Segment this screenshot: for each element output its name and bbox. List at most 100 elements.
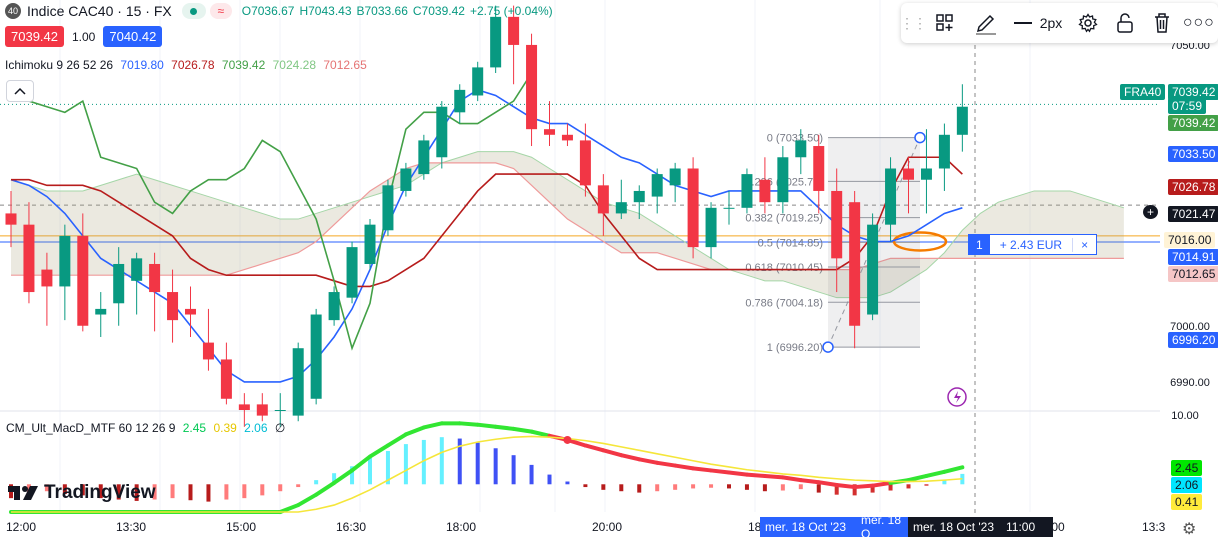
macd-histogram-bar [116, 484, 121, 500]
kijun-line [11, 156, 963, 288]
macd-histogram-bar [152, 484, 157, 500]
settings-icon[interactable] [1069, 3, 1107, 43]
fib-label: 0.382 (7019.25) [745, 213, 823, 225]
macd-line-segment [870, 480, 893, 488]
macd-histogram-bar [475, 442, 480, 485]
tradingview-logo[interactable]: TradingView [8, 482, 156, 504]
ohlc-high: H7043.43 [299, 4, 352, 18]
candle-body [687, 168, 699, 248]
macd-value: 2.45 [182, 421, 207, 435]
quantity-field[interactable]: 1.00 [72, 29, 96, 44]
price-axis-label: 7039.42 [1168, 84, 1218, 100]
time-axis-date-label: mer. 18 O [856, 513, 918, 541]
candle-body [202, 342, 214, 360]
hidden-icon[interactable]: ∅ [274, 421, 286, 435]
trash-icon[interactable] [1143, 3, 1179, 43]
ichimoku-value: 7039.42 [221, 58, 266, 72]
candle-body [382, 185, 394, 231]
candle-body [436, 106, 448, 158]
symbol-title[interactable]: Indice CAC40 · 15 · FX [27, 3, 172, 19]
candle-body [346, 247, 358, 298]
close-position-icon[interactable]: × [1072, 237, 1096, 252]
macd-histogram-bar [98, 484, 103, 499]
macd-histogram-bar [511, 455, 516, 485]
candle-body [651, 174, 663, 197]
buy-button[interactable]: 7040.42 [103, 26, 163, 47]
lock-icon[interactable] [1107, 3, 1143, 43]
line-width-button[interactable]: 2px [1007, 3, 1068, 43]
ichimoku-legend[interactable]: Ichimoku 9 26 52 26 7019.80 7026.78 7039… [5, 58, 371, 72]
settings-icon[interactable]: ⚙ [1182, 521, 1197, 538]
macd-histogram-bar [852, 484, 857, 496]
time-tick-label: 12:00 [6, 520, 37, 534]
macd-histogram-bar [44, 484, 49, 492]
macd-histogram-bar [727, 484, 731, 489]
candle-body [723, 207, 735, 209]
macd-label: CM_Ult_MacD_MTF 60 12 26 9 [6, 421, 176, 435]
macd-histogram-bar [942, 480, 947, 485]
macd-histogram-bar [601, 484, 606, 490]
candle-body [167, 292, 179, 321]
fib-label: 0.618 (7010.45) [745, 262, 823, 274]
macd-histogram-bar [780, 484, 785, 491]
logo-text: TradingView [44, 482, 156, 503]
macd-histogram-bar [385, 451, 390, 485]
time-tick-label: 13:3 [1142, 520, 1166, 534]
candle-body [938, 134, 950, 169]
pencil-icon[interactable] [965, 3, 1007, 43]
candle-body [418, 140, 430, 175]
more-icon[interactable]: ○○○ [1182, 14, 1215, 31]
add-alert-icon[interactable]: + [1143, 205, 1159, 219]
macd-axis-label: 2.06 [1171, 477, 1203, 493]
macd-line-segment [350, 454, 372, 473]
macd-line-segment [762, 473, 785, 480]
time-tick-label: 18:00 [446, 520, 477, 534]
macd-line-segment [421, 421, 444, 430]
macd-line-segment [834, 482, 857, 490]
macd-histogram-bar [260, 484, 265, 496]
time-tick-label: 13:30 [116, 520, 147, 534]
fib-handle [914, 131, 926, 144]
macd-line-segment [780, 475, 803, 483]
macd-histogram-bar [314, 480, 319, 485]
macd-histogram-bar [691, 484, 696, 489]
macd-legend[interactable]: CM_Ult_MacD_MTF 60 12 26 9 2.45 0.39 2.0… [6, 421, 285, 435]
macd-line-segment [906, 473, 929, 483]
price-tick-label: 6990.00 [1170, 377, 1210, 389]
macd-axis-label: 0.41 [1171, 494, 1203, 510]
bolt-icon [954, 391, 961, 403]
macd-line-segment [529, 429, 552, 438]
macd-histogram-bar [206, 484, 211, 502]
drag-handle-icon[interactable]: ⋮⋮ [900, 14, 927, 31]
candle-body [508, 16, 520, 45]
candlestick-series [5, 5, 968, 427]
collapse-legend-button[interactable] [6, 80, 34, 102]
macd-line-segment [924, 469, 947, 478]
macd-line-segment [385, 432, 408, 448]
fibonacci-retracement[interactable]: 0 (7033.50)0.236 (7025.70)0.382 (7019.25… [745, 131, 948, 354]
ichimoku-value: 7012.65 [323, 58, 367, 72]
objects-icon[interactable] [925, 3, 965, 43]
macd-line-segment [278, 503, 301, 514]
macd-line-segment [583, 443, 606, 453]
macd-line-segment [691, 466, 714, 473]
candle-body [867, 224, 879, 315]
candle-body [364, 224, 376, 264]
candle-body [669, 168, 681, 186]
position-widget[interactable]: 1 + 2.43 EUR × [968, 234, 1098, 255]
ichimoku-cloud [10, 151, 1125, 299]
macd-histogram-bar [439, 437, 444, 485]
price-axis-label: 7016.00 [1164, 232, 1216, 248]
drawing-toolbar: ⋮⋮ 2px ○○○ [900, 3, 1218, 43]
sell-button[interactable]: 7039.42 [5, 26, 64, 47]
position-pnl: + 2.43 EUR [999, 237, 1063, 252]
macd-line-segment [655, 460, 678, 468]
macd-histogram-bar [62, 484, 67, 494]
ohlc-close: C7039.42 [412, 4, 465, 18]
candle-body [113, 263, 125, 304]
macd-line-segment [637, 457, 660, 465]
macd-histogram-bar [134, 484, 139, 501]
candle-body [705, 207, 717, 248]
macd-line-segment [332, 468, 355, 485]
